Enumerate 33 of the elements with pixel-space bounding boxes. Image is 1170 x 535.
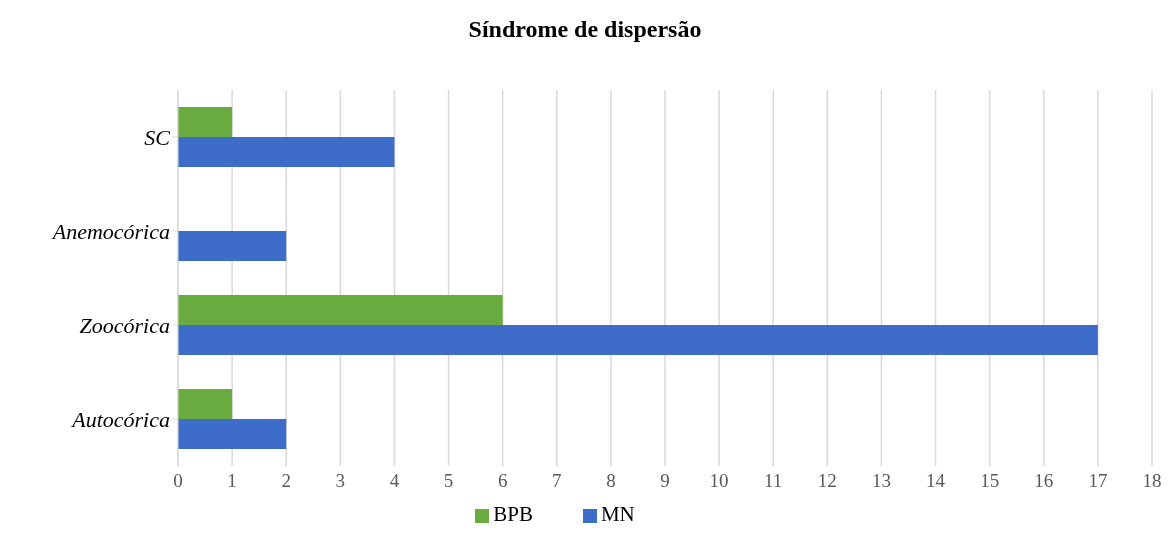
y-tick-label: SC xyxy=(144,124,171,150)
bar xyxy=(178,324,1098,355)
bar xyxy=(178,136,395,167)
x-tick-label: 3 xyxy=(335,470,346,492)
x-tick-label: 5 xyxy=(443,470,454,492)
x-tick-label: 15 xyxy=(980,470,1000,492)
y-tick-label: Zoocórica xyxy=(79,312,170,338)
x-tick-label: 11 xyxy=(764,470,783,492)
x-tick-label: 14 xyxy=(926,470,946,492)
bar xyxy=(178,388,233,419)
x-tick-label: 16 xyxy=(1034,470,1054,492)
x-tick-label: 12 xyxy=(817,470,837,492)
x-tick-label: 10 xyxy=(709,470,729,492)
y-tick-label: Autocórica xyxy=(70,406,170,432)
x-tick-label: 13 xyxy=(871,470,891,492)
x-tick-label: 18 xyxy=(1142,470,1162,492)
x-tick-label: 1 xyxy=(227,470,237,492)
x-tick-label: 2 xyxy=(281,470,291,492)
x-tick-label: 7 xyxy=(552,470,562,492)
legend-label: BPB xyxy=(493,502,533,526)
bar xyxy=(178,418,287,449)
x-tick-label: 17 xyxy=(1088,470,1108,492)
bar xyxy=(178,294,503,325)
y-tick-label: Anemocórica xyxy=(50,218,170,244)
x-tick-label: 4 xyxy=(389,470,400,492)
legend-label: MN xyxy=(600,502,635,526)
x-tick-label: 0 xyxy=(173,470,183,492)
chart-title: Síndrome de dispersão xyxy=(467,15,703,44)
x-tick-label: 6 xyxy=(497,470,508,492)
x-tick-label: 8 xyxy=(606,470,616,492)
bar xyxy=(178,106,233,137)
bar xyxy=(178,230,287,261)
x-tick-label: 9 xyxy=(660,470,670,492)
